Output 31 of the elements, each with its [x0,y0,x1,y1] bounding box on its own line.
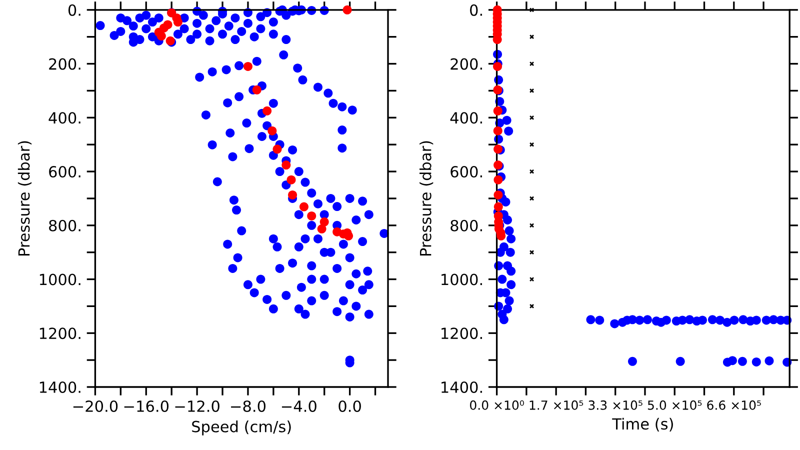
y-tick-label: 400. [48,112,80,124]
x-tick-label: −12.0 [175,400,220,412]
x-tick-label: 3.3 ×10⁵ [588,400,642,410]
y-tick-label: 600. [450,166,482,178]
y-tick-label: 800. [450,220,482,232]
y-axis-title: Pressure (dbar) [420,141,434,256]
x-tick-label: 1.7 ×10⁵ [530,400,584,410]
y-tick-label: 600. [49,166,80,178]
y-tick-label: 400. [450,112,482,124]
x-tick-label: −8.0 [231,400,266,412]
x-tick-label: −4.0 [282,400,316,412]
y-tick-label: 200. [450,58,482,70]
y-tick-label: 1400. [442,381,482,394]
y-axis-title: Pressure (dbar) [18,141,32,256]
y-tick-label: 0. [68,4,80,16]
x-tick-label: 0.0 [338,400,361,412]
y-tick-label: 1200. [442,328,482,340]
y-tick-label: 200. [49,58,80,70]
y-tick-label: 1000. [442,274,482,286]
y-tick-label: 1000. [40,274,80,286]
y-tick-label: 0. [470,4,482,16]
x-tick-label: −20.0 [73,400,118,412]
x-tick-label: 6.6 ×10⁵ [707,400,761,410]
x-tick-label: −16.0 [124,400,169,412]
y-tick-label: 800. [49,220,80,232]
y-tick-label: 1200. [40,328,80,340]
x-tick-label: 5.0 ×10⁵ [648,400,702,410]
x-axis-title: Time (s) [612,418,673,432]
x-tick-label: 0.0 ×10⁰ [470,400,524,410]
y-tick-label: 1400. [40,381,80,394]
x-axis-title: Speed (cm/s) [192,420,291,436]
